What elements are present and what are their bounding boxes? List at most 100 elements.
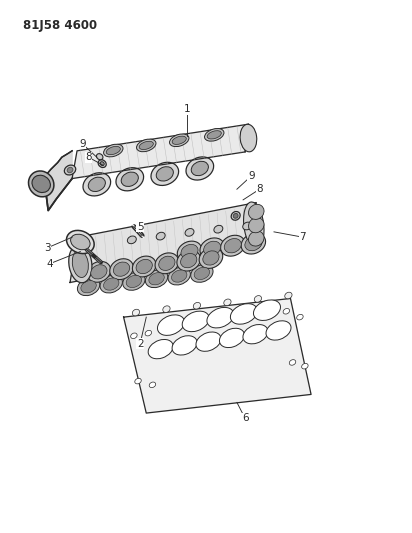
Ellipse shape (302, 364, 308, 369)
Ellipse shape (172, 336, 197, 355)
Text: 6: 6 (242, 414, 248, 423)
Polygon shape (37, 151, 72, 211)
Ellipse shape (127, 236, 136, 244)
Ellipse shape (156, 167, 173, 181)
Ellipse shape (149, 273, 164, 285)
Ellipse shape (182, 311, 209, 332)
Ellipse shape (139, 141, 153, 150)
Text: 3: 3 (44, 243, 51, 253)
Ellipse shape (103, 144, 123, 157)
Ellipse shape (157, 315, 185, 335)
Ellipse shape (136, 139, 156, 152)
Ellipse shape (136, 260, 152, 273)
Ellipse shape (88, 177, 105, 191)
Text: 9: 9 (79, 139, 86, 149)
Ellipse shape (149, 382, 156, 387)
Ellipse shape (155, 253, 179, 274)
Ellipse shape (113, 262, 130, 276)
Ellipse shape (91, 265, 107, 279)
Ellipse shape (230, 304, 258, 324)
Ellipse shape (224, 299, 231, 305)
Ellipse shape (196, 332, 221, 351)
Ellipse shape (289, 360, 296, 365)
Ellipse shape (186, 157, 214, 180)
Ellipse shape (123, 272, 145, 290)
Ellipse shape (145, 330, 152, 336)
Ellipse shape (132, 309, 140, 316)
Ellipse shape (243, 202, 264, 248)
Ellipse shape (64, 165, 76, 175)
Ellipse shape (248, 217, 264, 233)
Ellipse shape (67, 167, 73, 173)
Ellipse shape (185, 229, 194, 236)
Ellipse shape (245, 237, 262, 251)
Ellipse shape (66, 230, 94, 254)
Ellipse shape (98, 160, 106, 167)
Ellipse shape (100, 275, 122, 293)
Ellipse shape (253, 300, 281, 320)
Ellipse shape (151, 162, 179, 185)
Ellipse shape (177, 241, 202, 262)
Ellipse shape (131, 333, 137, 338)
Ellipse shape (148, 340, 173, 359)
Ellipse shape (156, 232, 165, 240)
Ellipse shape (116, 168, 144, 191)
Ellipse shape (248, 204, 264, 220)
Text: 1: 1 (184, 104, 191, 114)
Ellipse shape (283, 309, 290, 314)
Polygon shape (70, 203, 256, 282)
Ellipse shape (233, 213, 238, 219)
Ellipse shape (248, 231, 264, 246)
Text: 4: 4 (46, 259, 53, 269)
Ellipse shape (163, 306, 170, 312)
Text: 81J58 4600: 81J58 4600 (23, 19, 97, 31)
Ellipse shape (172, 136, 186, 144)
Ellipse shape (266, 321, 291, 340)
Ellipse shape (32, 175, 50, 192)
Ellipse shape (70, 234, 90, 250)
Ellipse shape (220, 328, 244, 348)
Text: 9: 9 (248, 171, 255, 181)
Ellipse shape (191, 161, 208, 176)
Ellipse shape (169, 134, 189, 147)
Text: 8: 8 (85, 152, 92, 162)
Ellipse shape (135, 378, 141, 384)
Ellipse shape (171, 270, 187, 282)
Ellipse shape (145, 270, 168, 288)
Ellipse shape (28, 171, 54, 197)
Ellipse shape (81, 281, 96, 293)
Ellipse shape (180, 254, 197, 268)
Ellipse shape (87, 261, 111, 282)
Ellipse shape (254, 296, 262, 302)
Polygon shape (124, 298, 311, 413)
Ellipse shape (110, 259, 133, 280)
Text: 8: 8 (256, 184, 263, 194)
Ellipse shape (191, 264, 213, 282)
Ellipse shape (194, 268, 210, 279)
Ellipse shape (243, 222, 252, 230)
Ellipse shape (224, 239, 241, 253)
Ellipse shape (69, 245, 92, 282)
Ellipse shape (204, 128, 224, 141)
Ellipse shape (72, 250, 89, 278)
Ellipse shape (207, 131, 221, 139)
Ellipse shape (168, 267, 190, 285)
Ellipse shape (106, 147, 120, 155)
Ellipse shape (177, 250, 201, 271)
Ellipse shape (214, 225, 223, 233)
Ellipse shape (207, 308, 234, 328)
Ellipse shape (96, 154, 103, 160)
Ellipse shape (203, 251, 219, 265)
Text: 7: 7 (300, 232, 306, 242)
Ellipse shape (204, 241, 221, 255)
Ellipse shape (77, 278, 100, 296)
Ellipse shape (83, 173, 111, 196)
Ellipse shape (159, 256, 175, 270)
Ellipse shape (181, 245, 198, 259)
Ellipse shape (199, 247, 223, 269)
Ellipse shape (200, 238, 225, 259)
Ellipse shape (285, 292, 292, 299)
Ellipse shape (231, 212, 240, 220)
Polygon shape (72, 124, 248, 179)
Ellipse shape (297, 314, 303, 320)
